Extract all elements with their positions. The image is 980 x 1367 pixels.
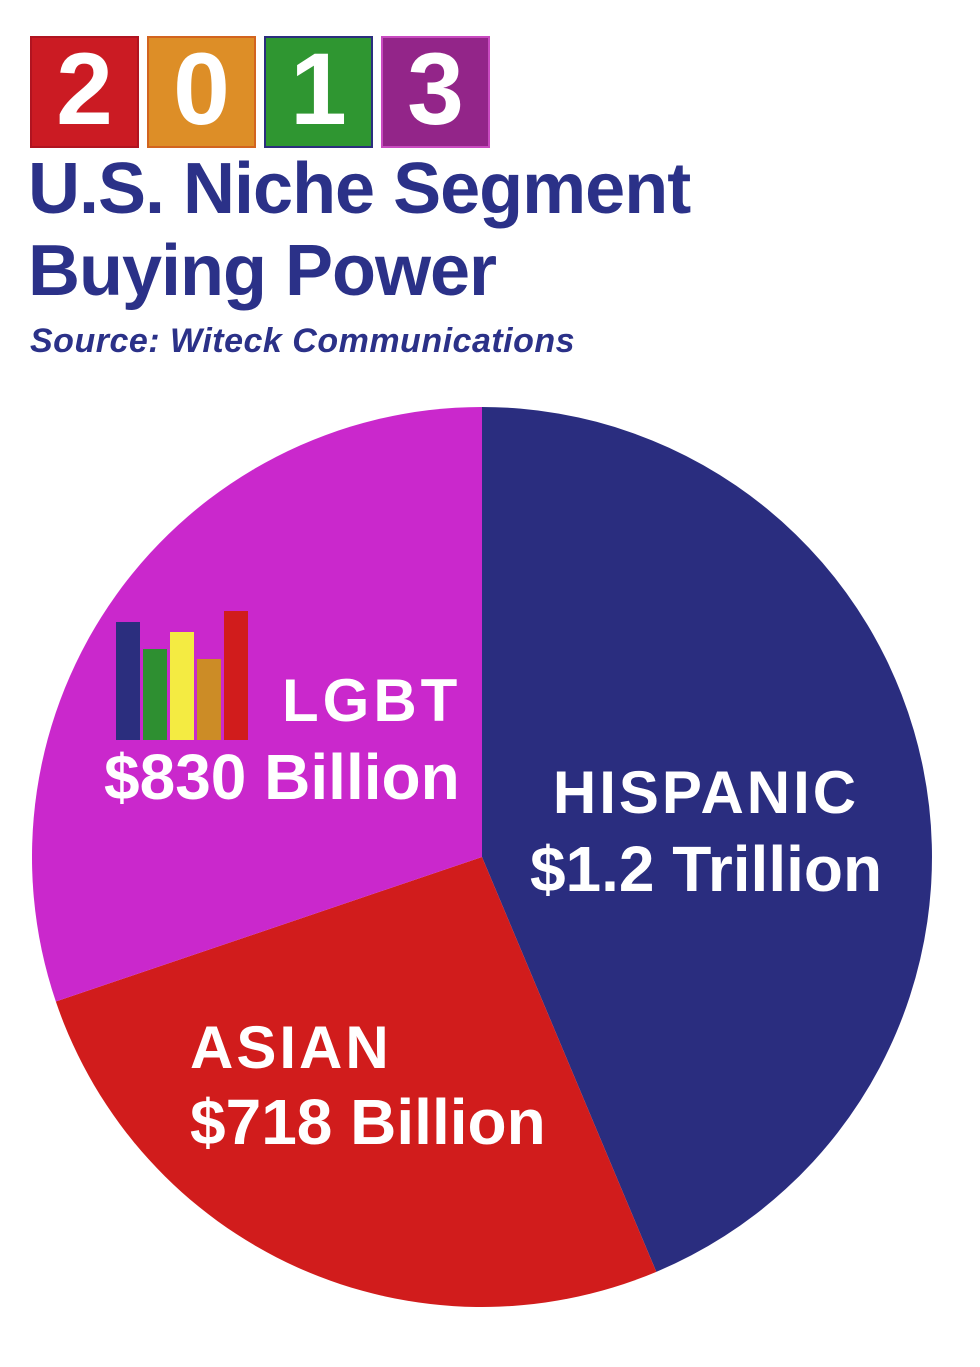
slice-label-hispanic: HISPANIC $1.2 Trillion	[530, 756, 882, 908]
pie-chart	[32, 407, 932, 1307]
logo-digit-square-2: 2	[30, 36, 139, 148]
logo-digit-square-3: 3	[381, 36, 490, 148]
source-credit: Source: Witeck Communications	[30, 322, 576, 360]
logo-digit-square-0: 0	[147, 36, 256, 148]
slice-value-lgbt: $830 Billion	[104, 741, 460, 813]
slice-value-hispanic: $1.2 Trillion	[529, 833, 883, 905]
slice-value-asian: $718 Billion	[190, 1086, 546, 1158]
slice-name-lgbt: LGBT	[282, 667, 462, 734]
slice-label-asian: ASIAN $718 Billion	[190, 1012, 546, 1160]
pie-svg	[32, 407, 932, 1307]
pie-slice-lgbt	[32, 407, 482, 1002]
logo-digit-square-1: 1	[264, 36, 373, 148]
pie-slice-asian	[55, 857, 657, 1307]
bar-icon-bar-green	[143, 649, 167, 740]
bar-icon-bar-blue	[116, 622, 140, 740]
page-title-line1: U.S. Niche Segment	[28, 149, 691, 229]
slice-name-asian: ASIAN	[190, 1014, 392, 1081]
page-title-line2: Buying Power	[28, 231, 497, 311]
bar-icon-bar-orange	[197, 659, 221, 740]
bar-icon-bar-red	[224, 611, 248, 740]
bar-icon-bar-yellow	[170, 632, 194, 740]
pie-slice-hispanic	[482, 407, 932, 1272]
rainbow-bar-chart-icon	[116, 610, 250, 740]
logo-2013: 2 0 1 3	[30, 36, 490, 148]
slice-name-hispanic: HISPANIC	[552, 759, 860, 826]
page-title: U.S. Niche Segment Buying Power	[28, 148, 691, 312]
